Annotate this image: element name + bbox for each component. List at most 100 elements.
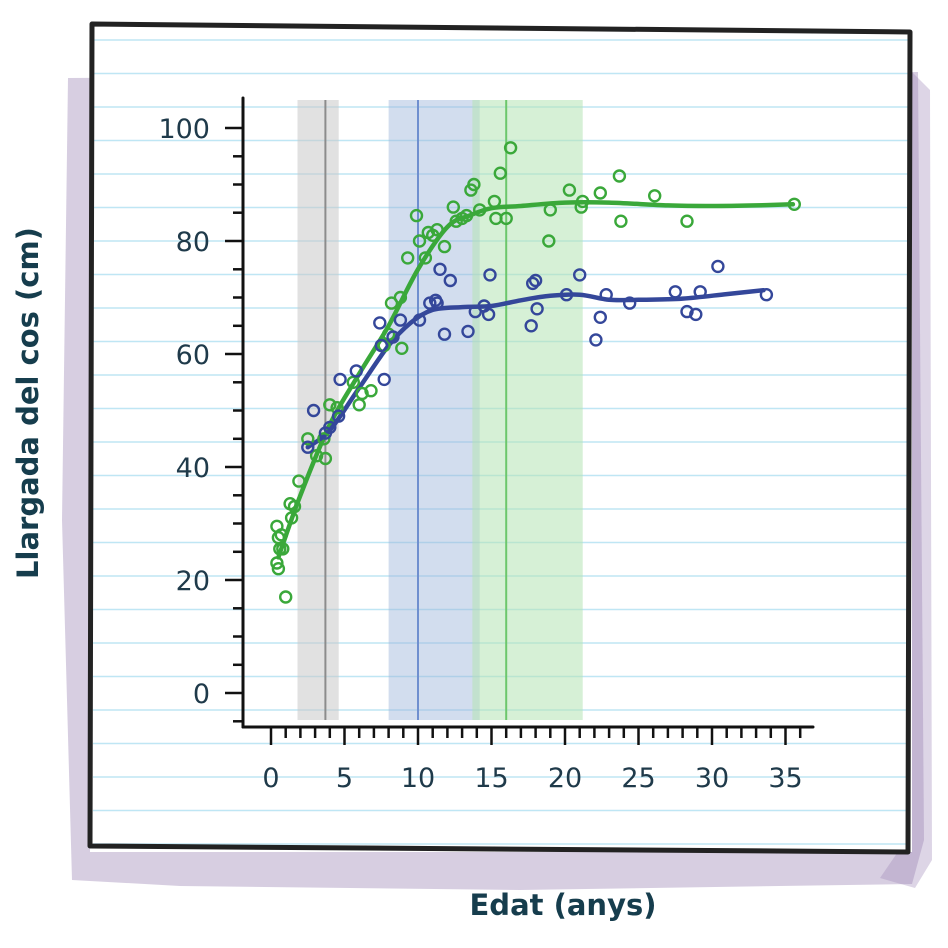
blue-data-point [481, 307, 496, 322]
green-data-point [276, 542, 290, 556]
blue-trend-line [305, 287, 766, 450]
y-tick-label: 100 [158, 114, 210, 145]
green-data-point [487, 194, 502, 209]
blue-data-point [528, 273, 543, 288]
x-tick-label: 15 [474, 763, 508, 794]
green-data-point [459, 208, 474, 223]
y-tick-label: 20 [176, 566, 210, 597]
green-data-point [648, 189, 662, 203]
blue-band [388, 100, 480, 720]
x-tick-label: 0 [262, 763, 279, 794]
blue-data-point [483, 268, 497, 282]
blue-data-point [599, 288, 613, 302]
blue-data-point [437, 327, 452, 341]
data-points [270, 141, 801, 604]
green-data-point [287, 499, 302, 514]
green-data-point [612, 169, 627, 183]
green-data-point [467, 177, 481, 192]
blue-data-point [689, 307, 703, 322]
y-axis-label: Llargada del cos (cm) [11, 227, 45, 579]
y-tick-label: 60 [176, 340, 210, 371]
x-tick-label: 10 [401, 763, 435, 794]
green-data-point [574, 200, 588, 214]
x-tick-label: 35 [768, 763, 802, 794]
green-data-point [395, 341, 409, 355]
blue-data-point [461, 324, 475, 339]
green-data-point [412, 234, 427, 248]
green-data-point [499, 211, 513, 226]
axes [225, 96, 815, 745]
blue-data-point [386, 330, 400, 344]
blue-data-point [323, 420, 337, 435]
green-data-point [364, 384, 378, 398]
blue-data-point [393, 313, 408, 327]
green-data-point [274, 528, 288, 542]
green-data-point [430, 222, 444, 237]
blue-data-point [333, 372, 347, 387]
blue-data-point [711, 259, 725, 274]
blue-data-point [668, 285, 682, 299]
green-data-point [418, 251, 433, 265]
blue-data-point [524, 319, 538, 333]
blue-data-point [693, 285, 707, 299]
blue-data-point [377, 372, 391, 387]
green-data-point [473, 203, 487, 217]
y-tick-label: 0 [193, 679, 210, 710]
green-data-point [301, 432, 315, 446]
blue-data-point [412, 313, 427, 327]
green-data-point [437, 239, 452, 254]
green-data-point [680, 214, 694, 228]
x-tick-label: 5 [336, 763, 353, 794]
green-data-point [323, 398, 337, 412]
green-data-point [493, 166, 507, 180]
blue-data-point [349, 364, 363, 378]
blue-data-point [593, 310, 607, 324]
blue-data-point [301, 440, 315, 454]
green-trend-line [276, 199, 796, 560]
y-tick-label: 40 [176, 453, 210, 484]
blue-data-point [306, 403, 321, 418]
y-tick-label: 80 [176, 227, 210, 258]
trend-lines [276, 199, 796, 560]
x-tick-label: 25 [621, 763, 655, 794]
x-tick-label: 20 [548, 763, 582, 794]
blue-data-point [374, 338, 388, 353]
blue-data-point [433, 262, 447, 276]
x-tick-label: 30 [695, 763, 729, 794]
green-data-point [318, 451, 333, 466]
blue-data-point [559, 288, 574, 302]
blue-data-point [443, 273, 457, 288]
blue-data-point [530, 302, 544, 316]
blue-data-point [373, 316, 387, 330]
blue-data-point [573, 268, 587, 282]
green-data-point [292, 474, 306, 488]
green-data-point [575, 194, 590, 209]
green-data-point [562, 183, 577, 197]
blue-data-point [526, 276, 540, 291]
highlight-bands [297, 100, 583, 720]
blue-data-point [331, 409, 346, 423]
paper-frame [87, 21, 913, 855]
blue-data-point [589, 333, 603, 347]
green-data-point [614, 214, 628, 228]
blue-data-point [430, 296, 444, 310]
paper-shadow-edge [880, 70, 932, 888]
green-data-point [593, 186, 607, 200]
green-data-point [446, 200, 460, 214]
green-data-point [503, 141, 518, 155]
green-data-point [542, 234, 556, 248]
blue-data-point [623, 296, 637, 310]
green-data-point [393, 290, 408, 305]
blue-data-point [759, 288, 774, 302]
green-data-point [279, 590, 293, 604]
green-data-point [271, 562, 286, 576]
x-axis-label: Edat (anys) [470, 888, 657, 922]
tick-labels: 0 5 10 15 20 25 30 35 0 20 40 60 80 100 [158, 114, 802, 794]
green-data-point [270, 556, 284, 570]
green-data-point [401, 251, 415, 265]
green-data-point [409, 208, 424, 223]
green-data-point [543, 203, 557, 217]
green-data-point [330, 401, 344, 415]
green-data-point [317, 432, 331, 446]
